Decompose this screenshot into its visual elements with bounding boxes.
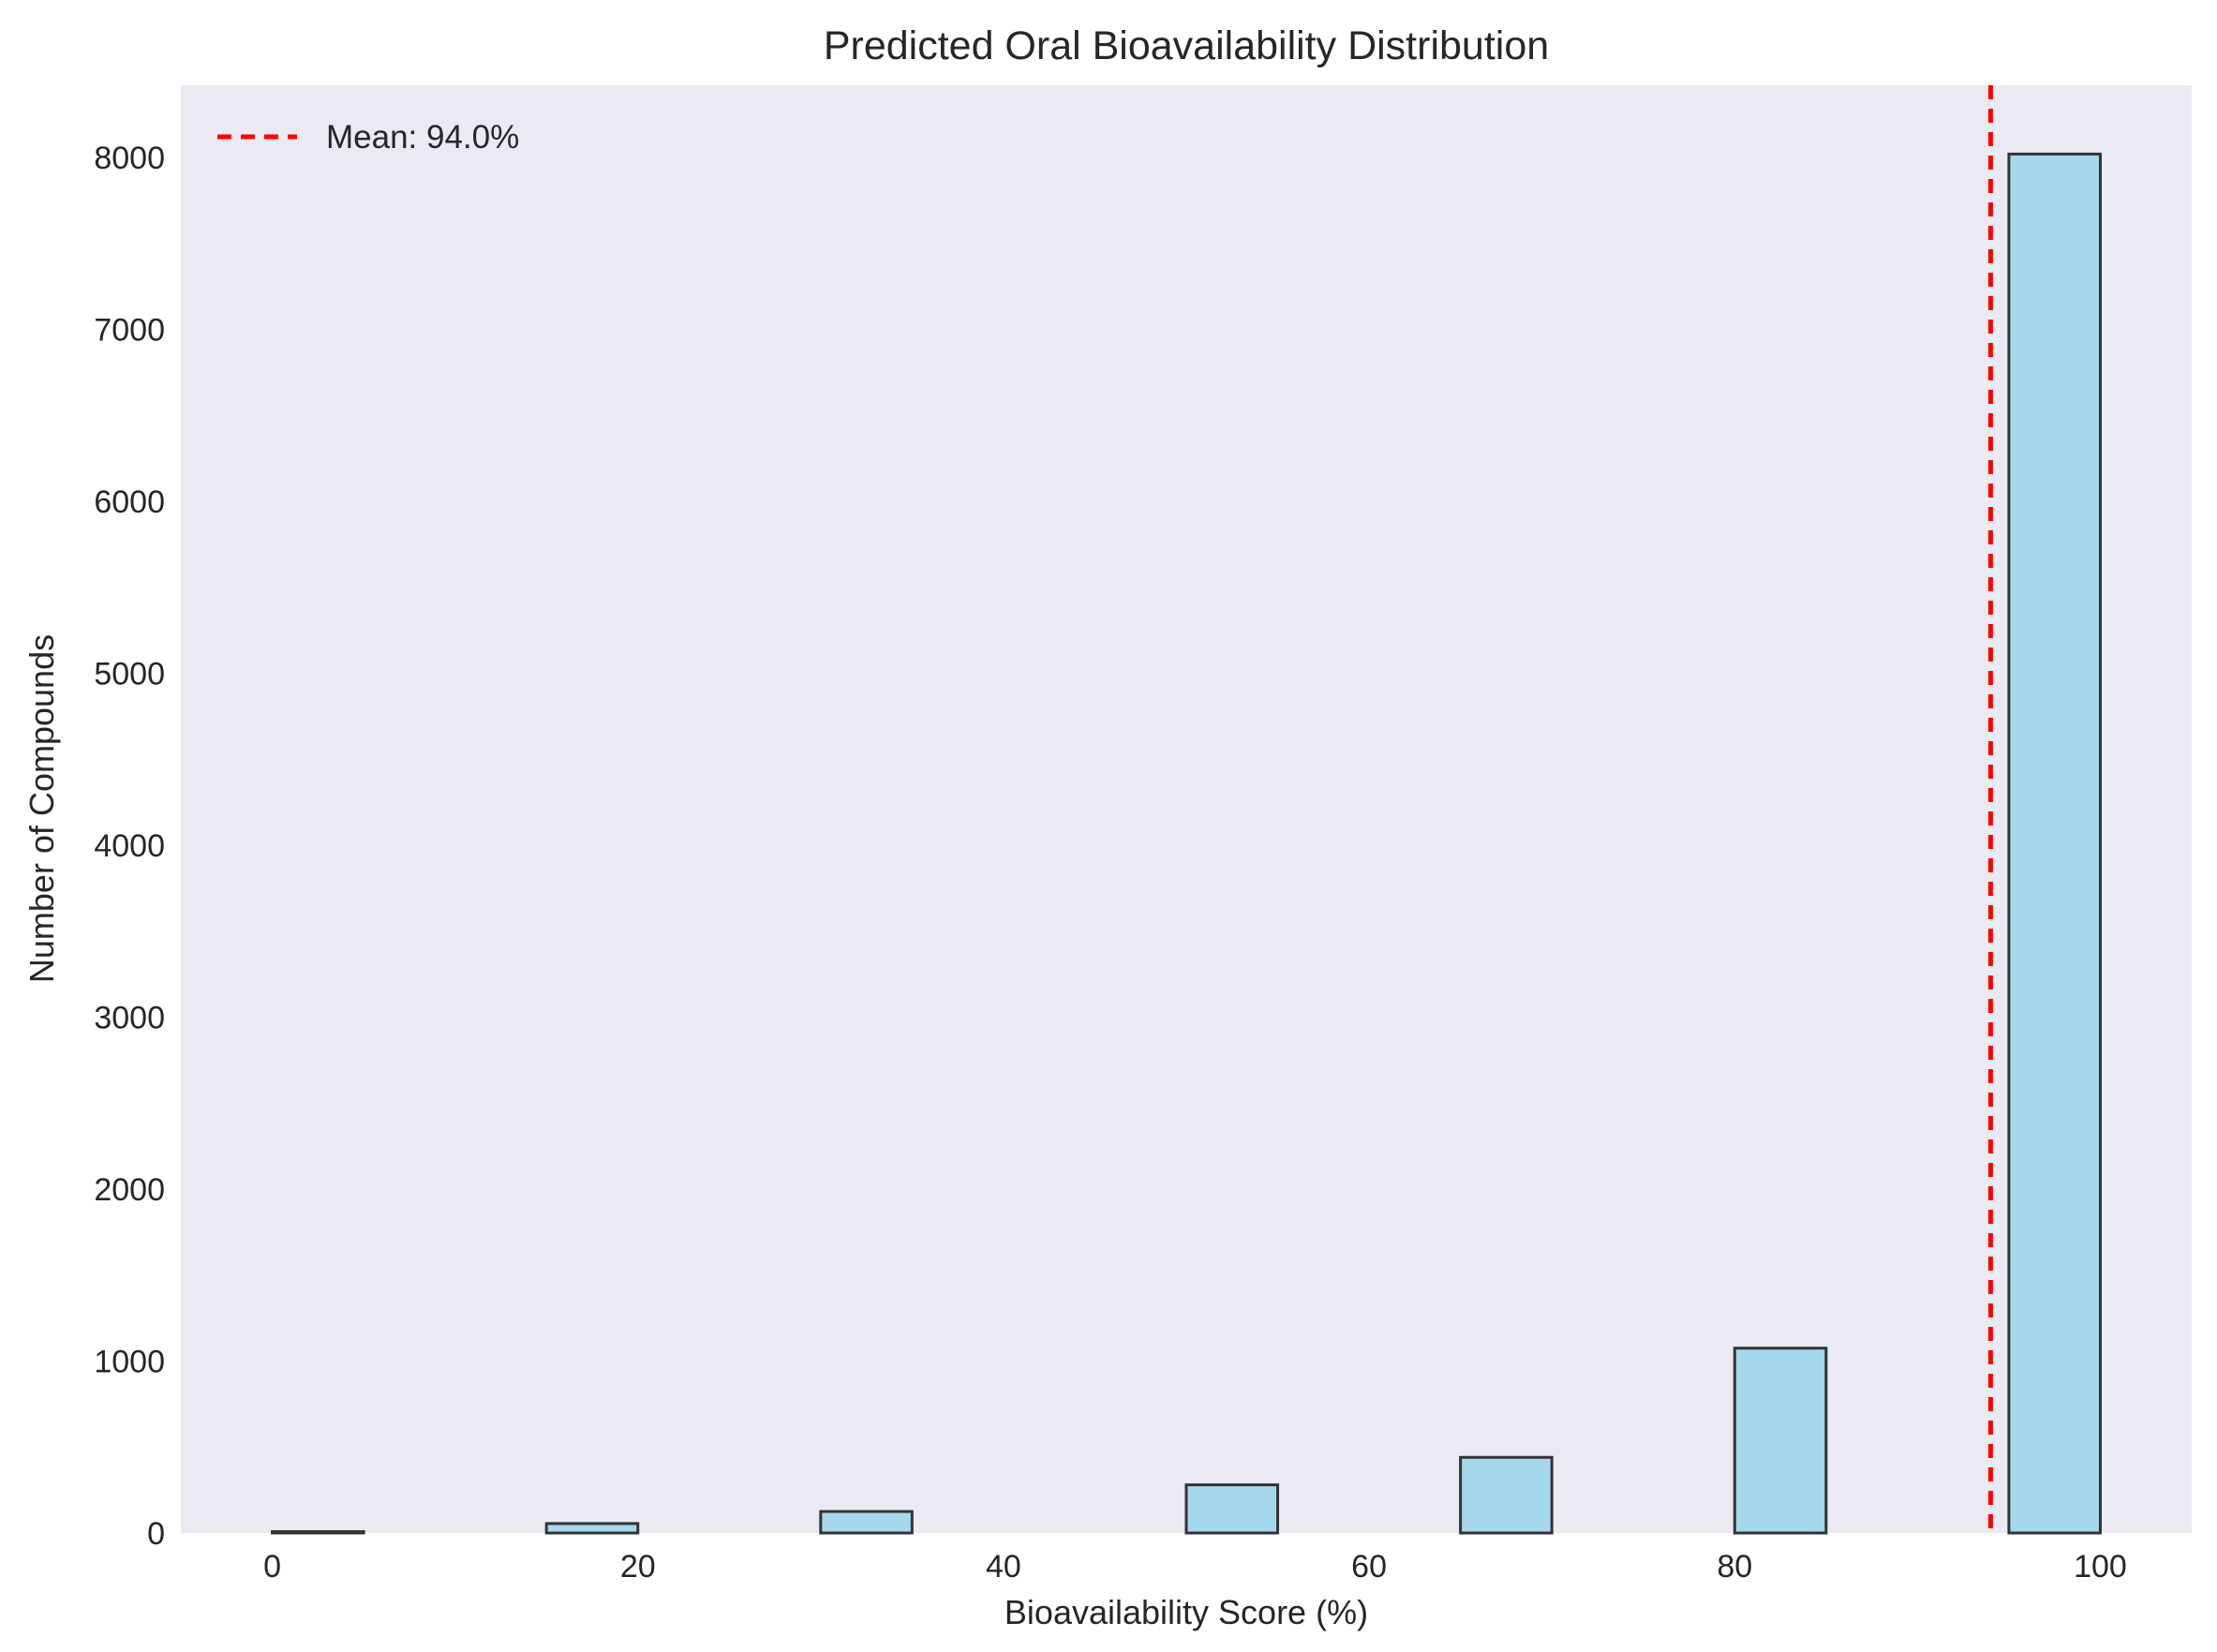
legend-mean-label: Mean: 94.0% [326, 119, 519, 156]
legend: Mean: 94.0% [217, 119, 519, 156]
y-tick-label: 1000 [94, 1345, 165, 1380]
plot-background [181, 85, 2192, 1533]
histogram-bar [1733, 1347, 1828, 1535]
x-tick-label: 40 [986, 1549, 1021, 1585]
x-axis-label: Bioavailability Score (%) [1004, 1593, 1368, 1631]
y-tick-label: 8000 [94, 141, 165, 176]
x-tick-label: 80 [1717, 1549, 1752, 1585]
bars-layer [271, 152, 2102, 1535]
x-tick-label: 20 [620, 1549, 656, 1585]
histogram-bar [819, 1510, 914, 1535]
y-axis-label: Number of Compounds [22, 634, 61, 983]
y-tick-label: 4000 [94, 828, 165, 864]
y-axis-ticks: 0 1000 2000 3000 4000 5000 6000 7000 8000 [94, 141, 165, 1552]
histogram-bar [271, 1530, 365, 1535]
x-tick-label: 100 [2074, 1549, 2127, 1585]
histogram-bar [1459, 1455, 1554, 1535]
y-tick-label: 6000 [94, 484, 165, 520]
histogram-bar [1184, 1483, 1280, 1535]
x-tick-label: 0 [263, 1549, 281, 1585]
x-tick-label: 60 [1351, 1549, 1387, 1585]
histogram-bar [544, 1522, 640, 1535]
y-tick-label: 0 [147, 1516, 165, 1552]
chart-title: Predicted Oral Bioavailability Distribut… [824, 23, 1549, 68]
x-axis-ticks: 0 20 40 60 80 100 [263, 1549, 2127, 1585]
y-tick-label: 3000 [94, 1001, 165, 1036]
y-tick-label: 2000 [94, 1172, 165, 1208]
histogram-bar [2007, 152, 2102, 1535]
y-tick-label: 7000 [94, 313, 165, 349]
y-tick-label: 5000 [94, 657, 165, 692]
